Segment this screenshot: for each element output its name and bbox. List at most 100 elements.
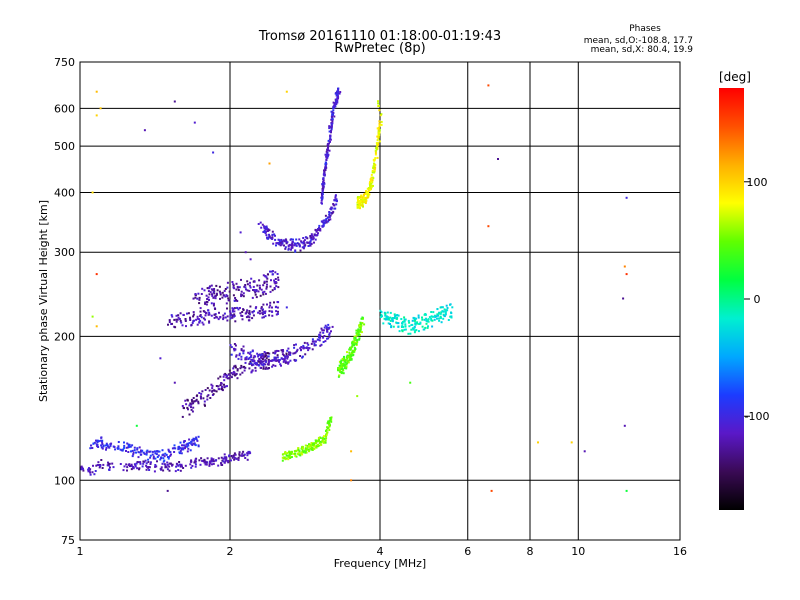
data-point xyxy=(145,462,148,465)
data-point xyxy=(291,244,294,247)
x-tick-label: 8 xyxy=(527,545,534,558)
data-point xyxy=(325,434,328,437)
data-point xyxy=(274,238,277,241)
data-point xyxy=(322,178,325,181)
data-point xyxy=(391,317,394,320)
data-point xyxy=(178,463,181,466)
data-point xyxy=(209,397,212,399)
data-point xyxy=(89,447,92,450)
data-point xyxy=(310,448,313,451)
data-point xyxy=(187,447,190,450)
data-point xyxy=(277,310,279,313)
data-point xyxy=(241,315,244,317)
data-point xyxy=(258,310,261,313)
data-point xyxy=(229,314,232,317)
data-point xyxy=(200,457,203,460)
data-point xyxy=(390,326,393,329)
data-point xyxy=(324,441,327,444)
data-point xyxy=(342,364,345,367)
data-point xyxy=(384,318,387,321)
data-point xyxy=(380,311,383,314)
data-point xyxy=(430,317,433,320)
data-point xyxy=(198,318,200,321)
data-point xyxy=(212,151,215,154)
data-point xyxy=(325,156,328,158)
data-point xyxy=(232,307,235,310)
data-point xyxy=(188,413,191,416)
data-point xyxy=(319,335,322,338)
data-point xyxy=(280,239,283,242)
data-point xyxy=(331,325,334,328)
data-point xyxy=(322,179,325,182)
data-point xyxy=(274,364,277,367)
data-point xyxy=(334,92,337,95)
data-point xyxy=(284,356,287,359)
data-point xyxy=(217,377,220,380)
data-point xyxy=(173,451,176,453)
data-point xyxy=(87,468,90,471)
data-point xyxy=(223,453,226,456)
data-point xyxy=(291,242,294,245)
data-point xyxy=(217,318,220,321)
data-point xyxy=(375,142,378,145)
data-point xyxy=(299,249,302,252)
data-point xyxy=(432,311,435,314)
data-point xyxy=(179,441,182,444)
data-point xyxy=(326,329,329,332)
data-point xyxy=(100,444,103,447)
data-point xyxy=(344,361,347,364)
data-point xyxy=(298,450,301,453)
data-point xyxy=(165,466,168,469)
data-point xyxy=(95,273,98,276)
data-point xyxy=(271,273,274,276)
data-point xyxy=(281,456,284,459)
data-point xyxy=(188,438,191,441)
data-point xyxy=(377,102,380,105)
data-point xyxy=(267,367,270,369)
data-point xyxy=(333,204,336,207)
data-point xyxy=(389,319,392,322)
data-point xyxy=(262,364,265,366)
data-point xyxy=(247,315,250,318)
data-point xyxy=(149,461,152,464)
data-point xyxy=(237,456,240,459)
data-point xyxy=(352,354,355,357)
data-point xyxy=(262,356,265,359)
data-point xyxy=(244,357,247,360)
data-point xyxy=(228,377,231,380)
data-point xyxy=(394,314,397,317)
data-point xyxy=(154,465,157,468)
data-point xyxy=(219,297,221,300)
data-point xyxy=(125,463,128,466)
data-point xyxy=(315,439,317,442)
data-point xyxy=(223,456,226,459)
data-point xyxy=(267,360,270,363)
data-point xyxy=(322,224,325,227)
data-point xyxy=(167,448,170,451)
data-point xyxy=(417,316,420,319)
data-point xyxy=(189,316,191,319)
data-point xyxy=(356,205,359,208)
data-point xyxy=(381,315,383,318)
data-point xyxy=(89,473,92,476)
data-point xyxy=(310,242,313,245)
data-point xyxy=(142,451,145,454)
data-point xyxy=(273,287,276,289)
data-point xyxy=(209,462,211,465)
data-point xyxy=(280,357,283,360)
data-point xyxy=(234,344,237,347)
data-point xyxy=(372,166,375,168)
data-point xyxy=(173,318,176,321)
data-point xyxy=(364,200,367,203)
data-point xyxy=(215,284,218,287)
data-point xyxy=(298,244,301,247)
x-tick-label: 4 xyxy=(377,545,384,558)
data-point xyxy=(401,330,404,333)
data-point xyxy=(226,319,229,322)
data-point xyxy=(311,449,314,451)
data-point xyxy=(247,358,250,360)
data-point xyxy=(208,299,210,301)
data-point xyxy=(255,289,258,291)
data-point xyxy=(107,463,110,466)
data-point xyxy=(264,353,267,356)
